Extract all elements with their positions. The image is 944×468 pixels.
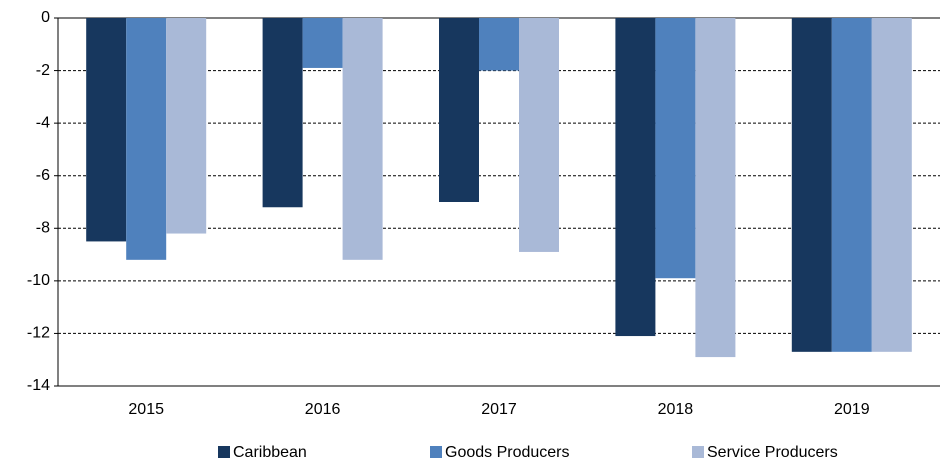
x-tick-label: 2017: [481, 401, 517, 418]
bar: [615, 18, 656, 337]
y-tick-label: -6: [36, 167, 50, 184]
legend-swatch: [692, 446, 704, 458]
bar: [262, 18, 303, 208]
bar: [871, 18, 912, 352]
y-tick-label: 0: [41, 9, 50, 26]
bar: [166, 18, 207, 234]
legend-swatch: [218, 446, 230, 458]
bar: [439, 18, 479, 202]
bar: [655, 18, 696, 279]
bar: [342, 18, 383, 260]
x-tick-label: 2015: [128, 401, 164, 418]
legend-label: Goods Producers: [445, 444, 570, 461]
bar: [791, 18, 832, 352]
x-tick-label: 2019: [834, 401, 870, 418]
y-tick-label: -12: [27, 325, 50, 342]
bar: [695, 18, 736, 358]
legend-label: Service Producers: [707, 444, 838, 461]
bar: [519, 18, 559, 252]
legend-label: Caribbean: [233, 444, 307, 461]
bar: [86, 18, 127, 242]
y-tick-label: -10: [27, 272, 50, 289]
y-tick-label: -2: [36, 62, 50, 79]
bar: [126, 18, 167, 260]
bar: [479, 18, 519, 71]
x-tick-label: 2018: [658, 401, 694, 418]
y-tick-label: -4: [36, 114, 50, 131]
legend-swatch: [430, 446, 442, 458]
x-tick-label: 2016: [305, 401, 341, 418]
y-tick-label: -8: [36, 220, 50, 237]
bar: [302, 18, 343, 68]
y-tick-label: -14: [27, 377, 50, 394]
bar: [831, 18, 872, 352]
